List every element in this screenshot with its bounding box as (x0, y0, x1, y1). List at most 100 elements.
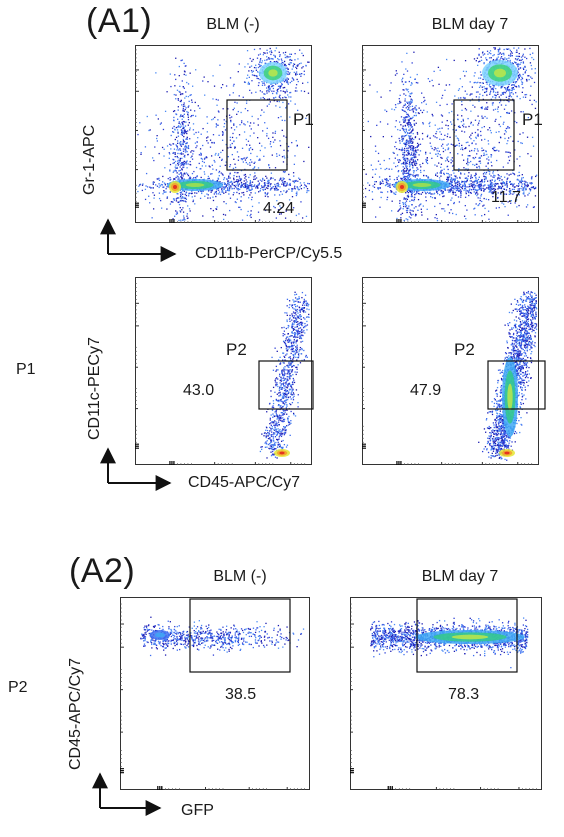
event-dot (525, 78, 528, 81)
event-dot (263, 97, 266, 100)
event-dot (140, 151, 142, 154)
event-dot (181, 178, 183, 180)
event-dot (410, 84, 412, 86)
event-dot (225, 120, 227, 123)
event-dot (295, 140, 297, 142)
event-dot (474, 180, 477, 182)
event-dot (276, 434, 278, 436)
event-dot (276, 369, 278, 371)
event-dot (259, 450, 262, 453)
event-dot (274, 61, 276, 63)
event-dot (488, 173, 491, 175)
event-dot (234, 181, 237, 183)
event-dot (187, 95, 190, 98)
event-dot (433, 149, 435, 151)
event-dot (270, 177, 272, 179)
event-dot (505, 48, 508, 50)
event-dot (226, 189, 229, 192)
event-dot (444, 160, 447, 162)
event-dot (306, 356, 308, 358)
event-dot (398, 161, 400, 163)
event-dot (270, 183, 272, 185)
event-dot (183, 121, 186, 123)
event-dot (181, 80, 183, 82)
event-dot (272, 386, 275, 389)
event-dot (246, 74, 249, 76)
event-dot (454, 184, 457, 186)
event-dot (233, 124, 235, 126)
event-dot (283, 62, 285, 64)
event-dot (521, 185, 523, 188)
event-dot (512, 81, 515, 83)
event-dot (182, 199, 184, 202)
event-dot (446, 178, 448, 181)
event-dot (229, 209, 231, 212)
event-dot (300, 62, 302, 64)
event-dot (200, 157, 202, 160)
event-dot (162, 128, 165, 131)
event-dot (411, 109, 413, 111)
event-dot (402, 169, 405, 171)
event-dot (271, 427, 274, 430)
event-dot (492, 91, 495, 93)
event-dot (502, 166, 505, 168)
event-dot (478, 202, 481, 205)
event-dot (405, 218, 407, 220)
event-dot (284, 56, 287, 59)
event-dot (434, 164, 436, 166)
event-dot (500, 53, 503, 55)
event-dot (292, 311, 295, 313)
event-dot (492, 90, 495, 92)
event-dot (413, 207, 415, 209)
event-dot (267, 58, 269, 60)
event-dot (518, 204, 520, 207)
event-dot (182, 131, 184, 134)
event-dot (288, 56, 290, 58)
event-dot (511, 188, 514, 191)
event-dot (467, 178, 469, 180)
event-dot (491, 188, 493, 191)
event-dot (304, 300, 306, 302)
event-dot (469, 160, 472, 163)
event-dot (287, 103, 290, 105)
event-dot (182, 126, 184, 128)
event-dot (454, 179, 457, 181)
event-dot (475, 185, 477, 187)
event-dot (224, 186, 226, 188)
event-dot (487, 184, 489, 186)
event-dot (500, 57, 502, 59)
event-dot (181, 131, 183, 133)
event-dot (169, 143, 171, 145)
event-dot (169, 169, 171, 171)
event-dot (280, 62, 283, 65)
event-dot (249, 147, 252, 149)
event-dot (416, 131, 419, 134)
gate-p1 (453, 99, 515, 171)
event-dot (493, 149, 496, 152)
event-dot (268, 164, 270, 166)
event-dot (477, 64, 479, 67)
event-dot (402, 203, 405, 206)
event-dot (245, 157, 247, 159)
event-dot (266, 446, 268, 448)
event-dot (460, 97, 462, 99)
event-dot (282, 352, 285, 354)
event-dot (211, 173, 213, 175)
event-dot (181, 93, 184, 95)
event-dot (191, 101, 193, 103)
event-dot (411, 191, 413, 193)
event-dot (279, 373, 281, 375)
event-dot (476, 181, 479, 183)
event-dot (408, 150, 410, 152)
event-dot (521, 177, 523, 179)
event-dot (515, 92, 517, 94)
event-dot (470, 183, 472, 185)
event-dot (254, 184, 256, 186)
event-dot (469, 191, 472, 194)
event-dot (415, 169, 418, 172)
event-dot (194, 101, 196, 104)
event-dot (237, 184, 239, 186)
event-dot (500, 175, 502, 178)
event-dot (297, 180, 299, 182)
event-dot (204, 157, 206, 159)
